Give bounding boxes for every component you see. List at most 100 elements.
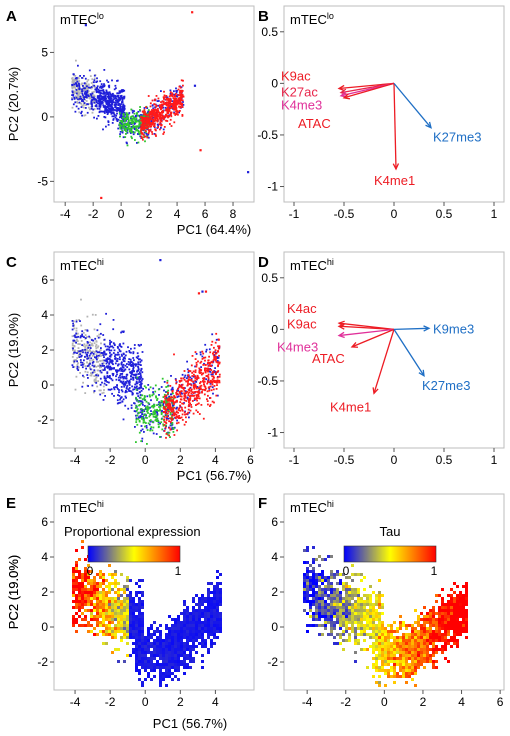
y-tick-label: 0 (41, 378, 48, 392)
heatmap-cell (348, 603, 351, 606)
heatmap-cell (156, 660, 159, 663)
data-point (99, 349, 102, 351)
data-point (98, 351, 101, 354)
data-point (179, 86, 182, 89)
heatmap-cell (156, 654, 159, 657)
data-point (140, 135, 143, 138)
arrow-k27me3 (393, 82, 432, 129)
heatmap-cell (141, 645, 144, 648)
heatmap-cell (411, 639, 414, 642)
heatmap-cell (420, 639, 423, 642)
data-point (112, 352, 115, 354)
data-point (169, 436, 171, 438)
data-point (105, 89, 108, 92)
heatmap-cell (75, 567, 78, 570)
data-point (71, 83, 73, 86)
heatmap-cell (84, 591, 87, 594)
data-point (207, 394, 209, 397)
heatmap-cell (213, 633, 216, 636)
heatmap-cell (123, 606, 126, 609)
data-point (214, 367, 216, 369)
data-point (83, 82, 86, 85)
heatmap-cell (153, 666, 156, 669)
heatmap-cell (366, 666, 369, 669)
data-point (135, 404, 138, 407)
heatmap-cell (405, 633, 408, 636)
data-point (105, 91, 108, 93)
data-point (182, 79, 184, 82)
data-point (106, 357, 109, 360)
data-point (78, 80, 81, 82)
heatmap-cell (183, 630, 186, 633)
data-point (168, 99, 170, 102)
heatmap-cell (369, 621, 372, 624)
cell-label: mTEC (290, 500, 327, 515)
heatmap-cell (387, 654, 390, 657)
data-point (148, 423, 151, 426)
data-point (120, 112, 123, 115)
data-point (198, 413, 201, 415)
heatmap-cell (420, 624, 423, 627)
arrow-label: K4ac (287, 301, 317, 316)
data-point (88, 335, 90, 338)
heatmap-cell (129, 591, 132, 594)
heatmap-cell (216, 597, 219, 600)
heatmap-cell (84, 603, 87, 606)
heatmap-cell (393, 675, 396, 678)
data-point (204, 371, 207, 374)
heatmap-cell (120, 624, 123, 627)
data-point (160, 413, 163, 416)
data-point (193, 373, 195, 376)
x-tick-label: 2 (177, 695, 184, 709)
data-point (134, 373, 137, 376)
heatmap-cell (126, 606, 129, 609)
data-point (192, 375, 195, 378)
heatmap-cell (123, 597, 126, 600)
heatmap-cell (318, 585, 321, 588)
data-point (157, 97, 160, 100)
heatmap-cell (189, 666, 192, 669)
data-point (183, 411, 186, 414)
heatmap-cell (345, 594, 348, 597)
data-point (157, 426, 160, 429)
heatmap-cell (342, 588, 345, 591)
data-point (152, 411, 155, 413)
heatmap-cell (414, 657, 417, 660)
heatmap-cell (114, 579, 117, 582)
heatmap-cell (126, 612, 129, 615)
y-tick-label: 6 (41, 515, 48, 529)
data-point (176, 406, 178, 409)
heatmap-cell (153, 648, 156, 651)
heatmap-cell (177, 660, 180, 663)
data-point (129, 358, 132, 361)
data-point (169, 424, 172, 427)
heatmap-cell (102, 588, 105, 591)
heatmap-cell (87, 609, 90, 612)
data-point (162, 116, 164, 119)
heatmap-cell (213, 615, 216, 618)
heatmap-cell (303, 561, 306, 564)
data-point (168, 402, 171, 405)
heatmap-cell (321, 594, 324, 597)
data-point (134, 410, 137, 413)
data-point (87, 385, 89, 387)
heatmap-cell (75, 576, 78, 579)
heatmap-cell (150, 678, 153, 681)
heatmap-cell (99, 594, 102, 597)
data-point (90, 87, 93, 90)
data-point (154, 409, 156, 412)
heatmap-cell (129, 603, 132, 606)
heatmap-cell (90, 570, 93, 573)
data-point (149, 105, 152, 108)
heatmap-cell (456, 594, 459, 597)
data-point (109, 111, 112, 113)
data-point (137, 363, 140, 365)
heatmap-cell (381, 630, 384, 633)
heatmap-cell (189, 639, 192, 642)
data-point (100, 354, 103, 357)
data-point (84, 107, 87, 109)
data-point (101, 365, 104, 367)
data-point (91, 359, 94, 362)
data-point (138, 358, 140, 361)
heatmap-cell (165, 639, 168, 642)
